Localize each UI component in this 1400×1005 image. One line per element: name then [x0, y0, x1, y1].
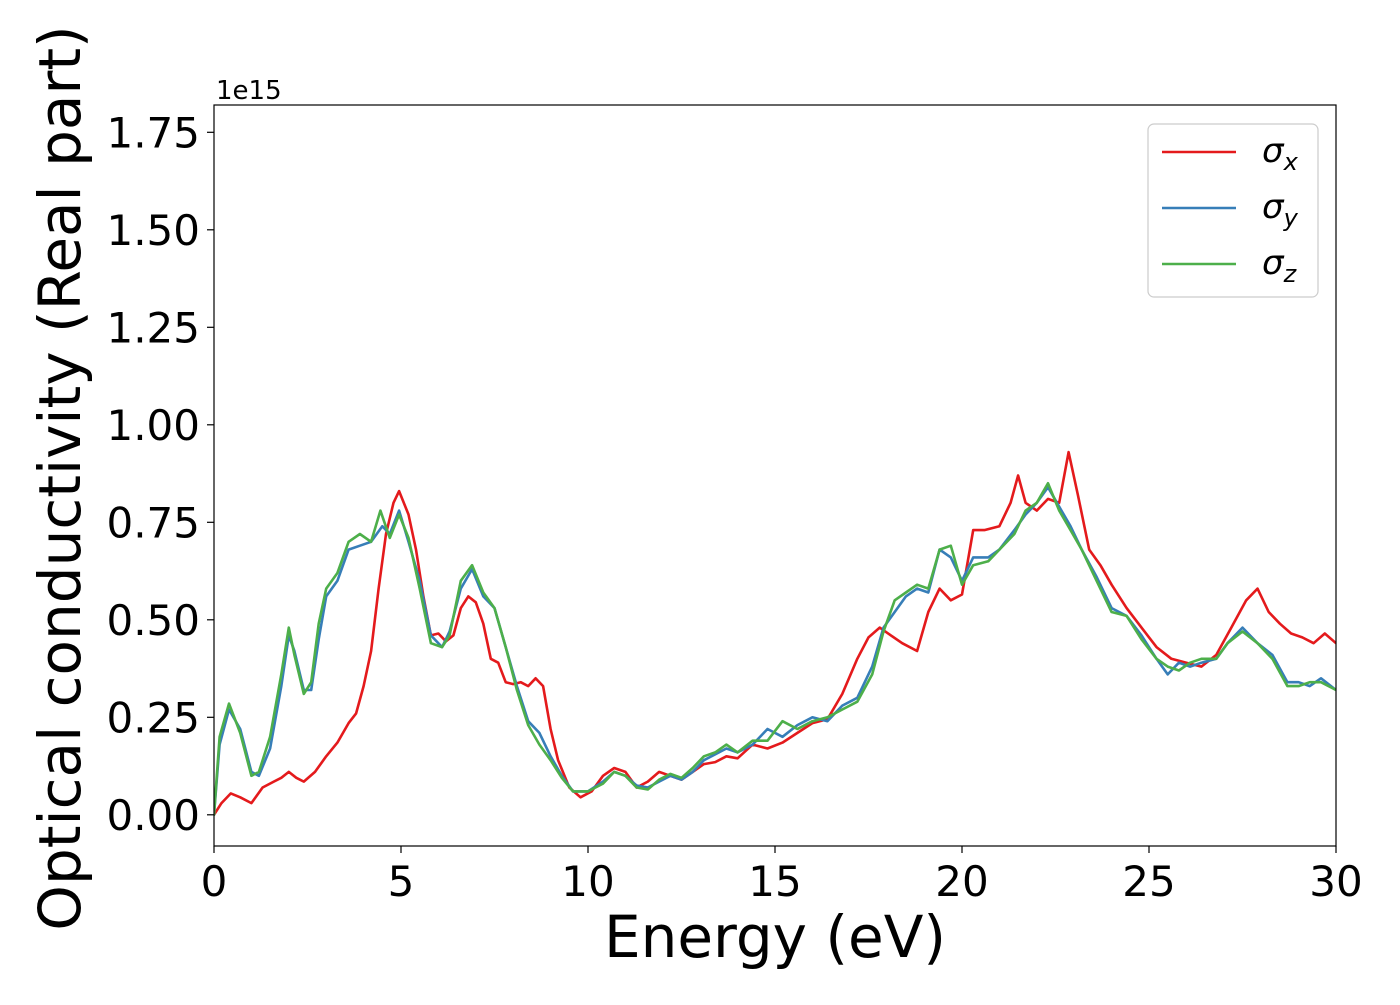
y-tick-label: 0.25: [106, 693, 200, 742]
x-tick-label: 10: [561, 857, 614, 906]
x-tick-label: 25: [1122, 857, 1175, 906]
x-tick-label: 5: [388, 857, 415, 906]
x-tick-label: 0: [201, 857, 228, 906]
series-layer: [214, 450, 1336, 817]
y-tick-label: 1.00: [106, 401, 200, 450]
series-line-x: [214, 450, 1336, 817]
x-tick-label: 20: [935, 857, 988, 906]
series-line-z: [214, 482, 1336, 817]
y-tick-label: 1.25: [106, 303, 200, 352]
y-axis-offset-label: 1e15: [216, 76, 282, 106]
y-tick-label: 1.50: [106, 206, 200, 255]
x-axis-ticks: 0 5 10 15 20 25 30: [201, 846, 1363, 906]
x-tick-label: 30: [1309, 857, 1362, 906]
y-tick-label: 1.75: [106, 108, 200, 157]
legend-label-y: σy: [1262, 187, 1299, 232]
y-axis-label: Optical conductivity (Real part): [26, 25, 94, 930]
legend-box: [1147, 123, 1319, 298]
y-axis-ticks: 0.00 0.25 0.50 0.75 1.00 1.25 1.50 1.75: [106, 108, 214, 840]
series-line-y: [214, 485, 1336, 817]
x-tick-label: 15: [748, 857, 801, 906]
y-tick-label: 0.00: [106, 791, 200, 840]
y-tick-label: 0.75: [106, 498, 200, 547]
y-tick-label: 0.50: [106, 596, 200, 645]
legend-label-x: σx: [1262, 131, 1299, 176]
x-axis-label: Energy (eV): [604, 903, 946, 971]
